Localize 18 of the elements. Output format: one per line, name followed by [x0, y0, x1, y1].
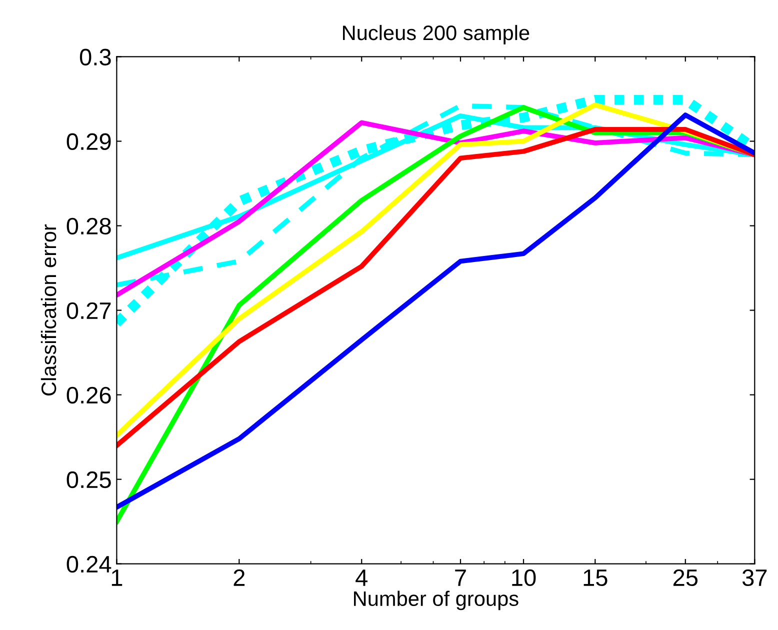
x-tick-label: 10 — [512, 569, 536, 586]
x-tick-label: 2 — [234, 569, 245, 586]
x-tick-label: 1 — [112, 570, 122, 586]
x-axis-title: Number of groups — [354, 590, 518, 610]
y-tick-label: 0.29 — [66, 133, 111, 150]
y-tick-label: 0.25 — [66, 471, 111, 488]
y-tick-label: 0.24 — [66, 556, 112, 573]
y-tick-label: 0.28 — [66, 218, 111, 235]
x-tick-label: 15 — [584, 570, 608, 586]
x-tick-label: 4 — [356, 570, 368, 586]
y-tick-label: 0.3 — [80, 48, 111, 66]
y-axis-title: Classification error — [40, 224, 56, 396]
y-tick-label: 0.27 — [66, 302, 111, 320]
y-tick-label: 0.26 — [66, 386, 111, 404]
chart-title: Nucleus 200 sample — [343, 24, 530, 44]
x-tick-label: 7 — [455, 570, 466, 586]
x-tick-label: 25 — [673, 569, 698, 586]
x-tick-label: 37 — [742, 569, 767, 586]
